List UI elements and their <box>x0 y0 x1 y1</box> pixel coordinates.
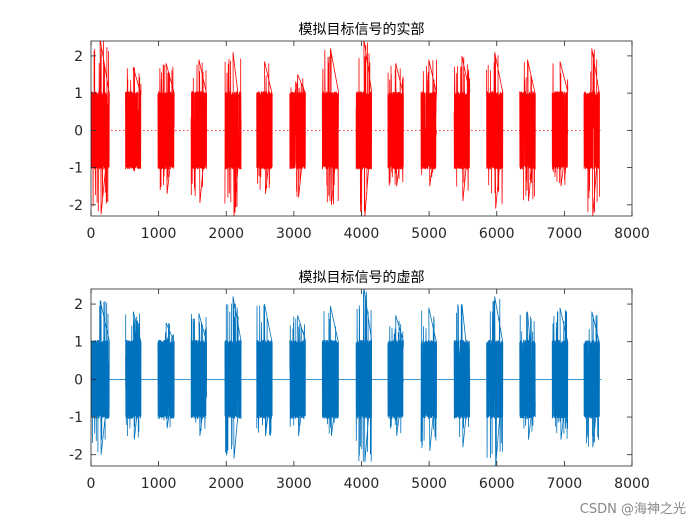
imaginary-part-panel: 0 1000 2000 3000 4000 5000 6000 7000 8000 -2 -1 0 1 2… <box>69 270 650 492</box>
y-tick-label: -1 <box>69 410 83 426</box>
signal-burst-12 <box>486 52 504 209</box>
signal-burst-12 <box>486 296 504 466</box>
watermark-text: CSDN @海神之光 <box>579 502 686 517</box>
signal-burst-6 <box>289 74 306 198</box>
x-tick-label: 7000 <box>547 226 583 242</box>
x-tick-label: 1000 <box>141 226 177 242</box>
signal-burst-2 <box>157 322 175 429</box>
signal-burst-1 <box>125 66 142 172</box>
y-tick-label: -2 <box>69 448 83 464</box>
y-tick-label: 0 <box>74 123 83 139</box>
x-tick-label: 5000 <box>411 226 447 242</box>
x-tick-label: 5000 <box>411 476 447 492</box>
real-part-panel: 0 1000 2000 3000 4000 5000 6000 7000 8000 -2 -1 0 1 2… <box>69 22 650 242</box>
y-tick-label: -2 <box>69 198 83 214</box>
x-tick-label: 6000 <box>479 226 515 242</box>
signal-burst-15 <box>583 311 600 448</box>
x-tick-label: 7000 <box>547 476 583 492</box>
signal-burst-10 <box>420 59 438 187</box>
signal-burst-3 <box>190 313 208 436</box>
signal-burst-9 <box>387 315 404 436</box>
y-tick-label: -1 <box>69 161 83 177</box>
y-tick-label: 1 <box>74 335 83 351</box>
y-tick-label: 2 <box>74 49 83 65</box>
signal-burst-11 <box>453 304 471 448</box>
y-tick-label: 2 <box>74 297 83 313</box>
chart-title: 模拟目标信号的实部 <box>299 22 425 38</box>
signal-burst-11 <box>453 55 471 202</box>
signal-burst-5 <box>256 61 273 194</box>
signal-burst-9 <box>387 63 404 187</box>
x-tick-label: 3000 <box>276 476 312 492</box>
signal-burst-5 <box>256 304 273 436</box>
signal-burst-4 <box>224 296 242 459</box>
signal-burst-14 <box>551 61 569 187</box>
x-tick-label: 8000 <box>614 476 650 492</box>
plot-area <box>91 41 602 216</box>
signal-burst-15 <box>583 48 600 216</box>
signal-burst-2 <box>157 63 175 194</box>
signal-burst-6 <box>289 315 306 436</box>
signal-burst-0 <box>91 300 110 455</box>
y-tick-label: 1 <box>74 86 83 102</box>
x-tick-label: 4000 <box>344 476 380 492</box>
chart-title: 模拟目标信号的虚部 <box>299 270 425 286</box>
signal-burst-7 <box>321 48 339 205</box>
signal-burst-8 <box>355 289 373 463</box>
x-tick-label: 2000 <box>208 226 244 242</box>
x-tick-label: 2000 <box>208 476 244 492</box>
x-tick-label: 4000 <box>344 226 380 242</box>
signal-burst-4 <box>224 52 242 216</box>
signal-burst-8 <box>355 41 373 216</box>
x-tick-label: 3000 <box>276 226 312 242</box>
signal-burst-1 <box>125 311 142 440</box>
plot-area <box>91 289 602 466</box>
signal-burst-7 <box>321 305 339 436</box>
signal-burst-10 <box>420 307 438 451</box>
signal-burst-14 <box>551 307 569 440</box>
x-tick-label: 0 <box>87 226 96 242</box>
x-tick-label: 6000 <box>479 476 515 492</box>
x-tick-label: 1000 <box>141 476 177 492</box>
x-tick-label: 0 <box>87 476 96 492</box>
signal-burst-3 <box>190 59 208 204</box>
signal-burst-0 <box>91 41 110 215</box>
x-tick-label: 8000 <box>614 226 650 242</box>
signal-burst-13 <box>519 311 536 440</box>
signal-burst-13 <box>519 59 536 202</box>
y-tick-label: 0 <box>74 372 83 388</box>
